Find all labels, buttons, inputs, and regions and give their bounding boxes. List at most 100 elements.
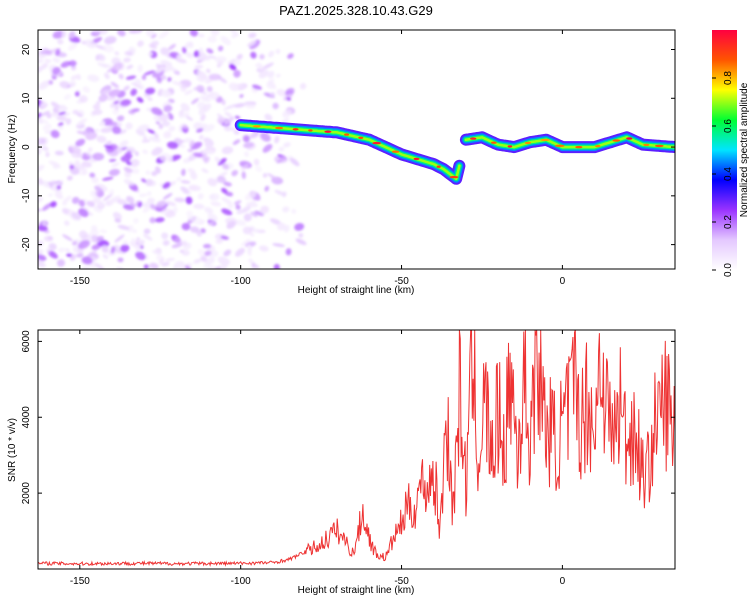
noise-blob bbox=[125, 122, 133, 130]
noise-blob bbox=[189, 30, 199, 37]
noise-blob bbox=[68, 161, 73, 166]
noise-blob bbox=[96, 236, 104, 241]
noise-blob bbox=[180, 186, 189, 194]
spectrogram-frame bbox=[37, 29, 676, 270]
noise-blob bbox=[161, 120, 171, 127]
noise-blob bbox=[160, 207, 171, 215]
noise-blob bbox=[155, 65, 165, 74]
noise-blob bbox=[206, 86, 213, 92]
noise-blob bbox=[163, 131, 172, 139]
noise-blob bbox=[119, 140, 129, 148]
noise-blob bbox=[42, 221, 47, 226]
noise-blob bbox=[163, 105, 173, 113]
noise-blob bbox=[169, 181, 176, 187]
noise-blob bbox=[176, 54, 183, 59]
noise-blob bbox=[38, 249, 44, 255]
noise-blob bbox=[145, 178, 154, 187]
noise-blob bbox=[250, 51, 257, 59]
ridge-peak bbox=[626, 137, 633, 140]
noise-blob bbox=[116, 115, 125, 122]
noise-blob bbox=[221, 208, 233, 216]
noise-blob bbox=[76, 118, 88, 126]
noise-blob bbox=[214, 56, 227, 64]
noise-blob bbox=[52, 66, 61, 75]
noise-blob bbox=[62, 195, 72, 204]
noise-blob bbox=[71, 196, 80, 204]
colorbar-ticks: 0.0 0.2 0.4 0.6 0.8 bbox=[712, 71, 734, 277]
noise-blob bbox=[260, 132, 271, 142]
noise-blob bbox=[223, 107, 228, 111]
noise-blob bbox=[161, 261, 170, 267]
noise-blob bbox=[126, 161, 132, 166]
noise-blob bbox=[63, 94, 72, 100]
noise-blob bbox=[112, 62, 123, 72]
noise-blob bbox=[262, 173, 268, 178]
noise-blob bbox=[206, 48, 214, 54]
noise-blob bbox=[150, 107, 163, 116]
noise-blob bbox=[162, 193, 173, 200]
noise-blob bbox=[97, 200, 104, 208]
noise-blob bbox=[81, 256, 93, 265]
noise-blob bbox=[199, 219, 206, 225]
noise-blob bbox=[206, 68, 211, 74]
noise-blob bbox=[209, 92, 220, 100]
noise-blob bbox=[71, 241, 78, 246]
noise-blob bbox=[84, 151, 94, 159]
noise-blob bbox=[234, 115, 241, 120]
ridge-peak bbox=[595, 144, 601, 148]
noise-blob bbox=[299, 82, 307, 90]
noise-blob bbox=[209, 250, 219, 258]
noise-blob bbox=[75, 112, 83, 117]
noise-blob bbox=[257, 229, 266, 234]
noise-blob bbox=[228, 58, 237, 65]
noise-blob bbox=[235, 204, 241, 211]
noise-blob bbox=[298, 232, 304, 238]
noise-blob bbox=[166, 141, 179, 149]
noise-blob bbox=[250, 132, 259, 139]
noise-blob bbox=[193, 87, 198, 91]
noise-blob bbox=[60, 61, 71, 68]
ridge-peak bbox=[643, 143, 650, 147]
noise-blob bbox=[141, 139, 151, 143]
noise-blob bbox=[232, 139, 241, 145]
noise-blob bbox=[61, 30, 67, 39]
noise-blob bbox=[241, 171, 246, 180]
noise-blob bbox=[61, 207, 70, 214]
noise-blob bbox=[191, 97, 200, 105]
noise-blob bbox=[135, 251, 146, 261]
noise-blob bbox=[295, 238, 307, 246]
noise-blob bbox=[56, 259, 66, 267]
noise-blob bbox=[247, 248, 252, 256]
noise-blob bbox=[204, 250, 212, 256]
noise-blob bbox=[259, 54, 265, 60]
noise-blob bbox=[154, 166, 161, 174]
noise-blob bbox=[101, 176, 114, 181]
noise-blob bbox=[172, 81, 183, 86]
noise-blob bbox=[185, 116, 193, 121]
noise-blob bbox=[241, 238, 251, 247]
ridge-peak bbox=[252, 125, 261, 128]
noise-blob bbox=[281, 117, 290, 124]
noise-blob bbox=[275, 73, 281, 78]
noise-blob bbox=[143, 228, 151, 235]
noise-blob bbox=[58, 247, 66, 253]
noise-blob bbox=[283, 142, 291, 148]
ridge-peak bbox=[292, 128, 299, 131]
noise-blob bbox=[208, 193, 220, 201]
noise-blob bbox=[221, 146, 234, 155]
noise-blob bbox=[215, 239, 223, 244]
noise-blob bbox=[76, 130, 87, 135]
noise-blob bbox=[45, 151, 50, 158]
noise-blob bbox=[91, 176, 99, 184]
noise-blob bbox=[193, 203, 205, 210]
noise-blob bbox=[165, 257, 175, 262]
noise-blob bbox=[188, 184, 201, 192]
noise-blob bbox=[79, 95, 88, 103]
noise-blob bbox=[108, 188, 115, 196]
noise-blob bbox=[146, 191, 152, 196]
ridge-peak bbox=[324, 130, 332, 133]
noise-blob bbox=[182, 123, 188, 130]
noise-blob bbox=[87, 74, 100, 82]
noise-blob bbox=[282, 109, 292, 118]
noise-blob bbox=[143, 70, 156, 76]
